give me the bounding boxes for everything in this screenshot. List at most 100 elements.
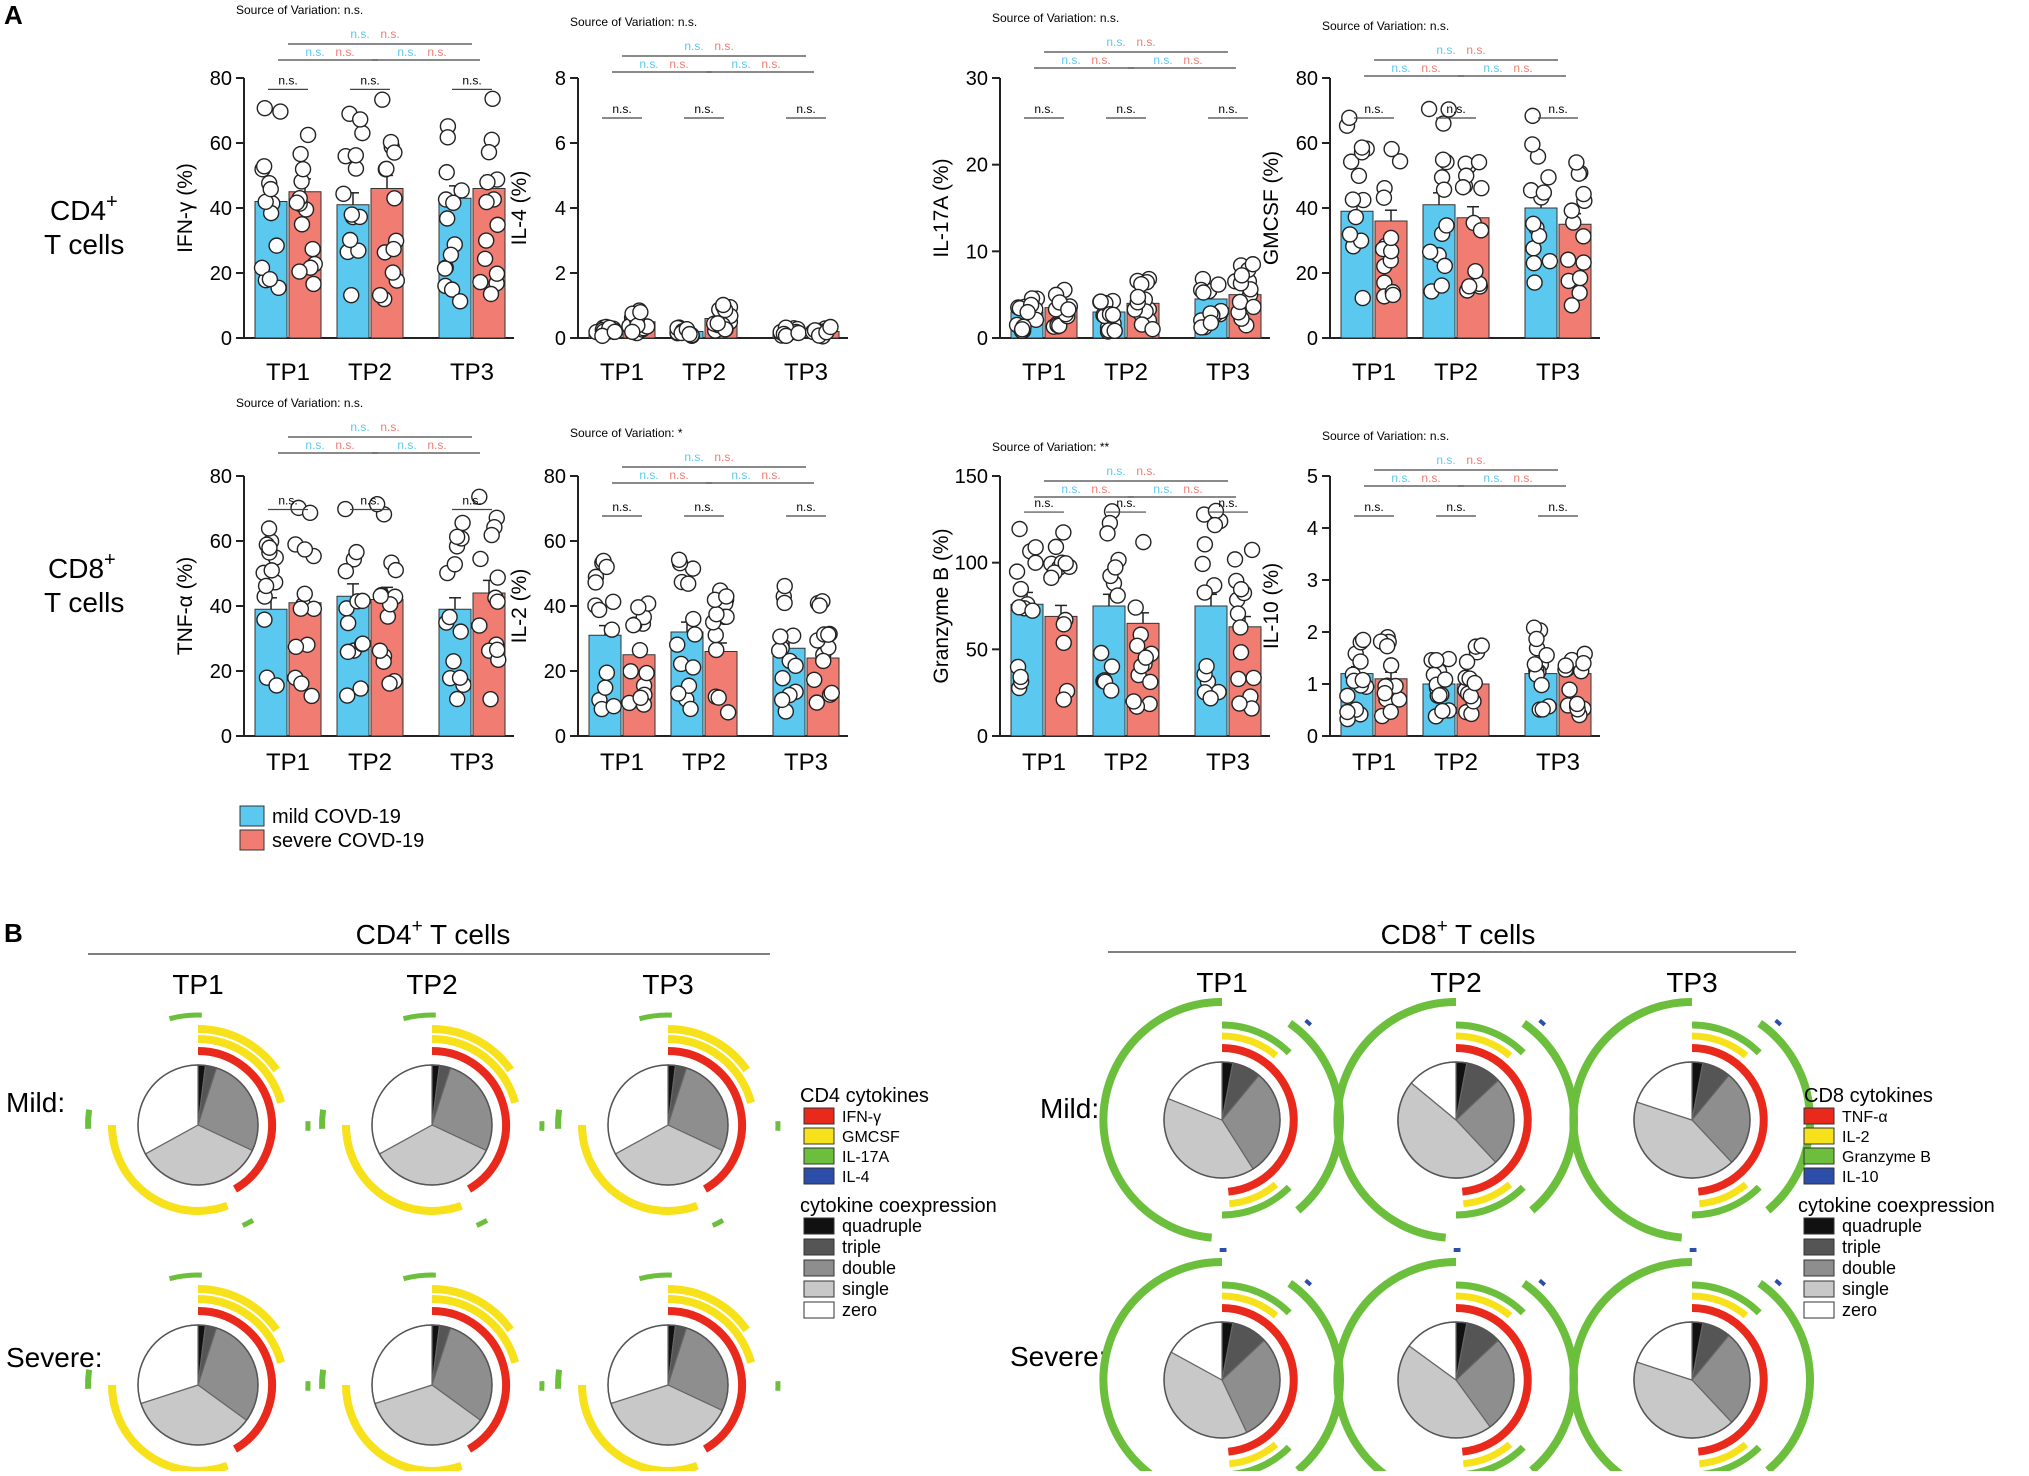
data-point	[336, 186, 351, 201]
data-point	[473, 275, 488, 290]
y-axis-label: IL-4 (%)	[508, 171, 531, 246]
data-point	[301, 127, 316, 142]
data-point	[1348, 210, 1363, 225]
cd8-legend-item-1: IL-2	[1842, 1129, 1870, 1146]
data-point	[775, 671, 790, 686]
y-tick-label: 4	[1307, 518, 1318, 540]
ns-label: n.s.	[1153, 53, 1172, 67]
row-label-cd8: CD8+ T cells	[44, 549, 124, 618]
ns-label: n.s.	[1034, 496, 1053, 510]
cd4-coexp-item-2: double	[842, 1258, 896, 1278]
data-point	[599, 559, 614, 574]
ns-label: n.s.	[380, 27, 399, 41]
svg-text:CD8+: CD8+	[48, 549, 116, 584]
data-point	[709, 642, 724, 657]
data-point	[1569, 155, 1584, 170]
data-point	[639, 666, 654, 681]
data-point	[633, 690, 648, 705]
data-point	[1196, 285, 1211, 300]
data-point	[1526, 216, 1541, 231]
cd8-legend: CD8 cytokines TNF-α IL-2 Granzyme B IL-1…	[1798, 1085, 1995, 1320]
data-point	[1136, 535, 1151, 550]
ns-label: n.s.	[612, 500, 631, 514]
data-point	[671, 686, 686, 701]
data-point	[1474, 181, 1489, 196]
data-point	[816, 653, 831, 668]
ns-label: n.s.	[380, 420, 399, 434]
data-point	[1438, 672, 1453, 687]
source-of-variation: Source of Variation: *	[570, 426, 683, 440]
data-point	[1472, 155, 1487, 170]
data-point	[341, 616, 356, 631]
data-point	[453, 624, 468, 639]
cd8-coexp-swatch-4	[1804, 1302, 1834, 1318]
data-point	[1104, 659, 1119, 674]
ns-label: n.s.	[1513, 471, 1532, 485]
data-point	[672, 552, 687, 567]
data-point	[257, 612, 272, 627]
data-point	[292, 264, 307, 279]
data-point	[355, 126, 370, 141]
pie-cd4-severe-tp2	[322, 1275, 542, 1471]
row-label-cd8-main: CD8	[48, 553, 104, 584]
x-tick-label: TP1	[1022, 749, 1066, 776]
data-point	[446, 195, 461, 210]
data-point	[1542, 254, 1557, 269]
ns-label: n.s.	[612, 102, 631, 116]
data-point	[490, 642, 505, 657]
pie-cd8-severe-tp1	[1103, 1262, 1340, 1471]
row-label-cd8-sup: +	[104, 549, 116, 571]
data-point	[1107, 323, 1122, 338]
cd4-legend-item-3: IL-4	[842, 1169, 870, 1186]
cd8-legend-swatch-2	[1804, 1148, 1834, 1164]
data-point	[711, 690, 726, 705]
y-axis-label: IL-2 (%)	[508, 569, 531, 644]
data-point	[1356, 632, 1371, 647]
data-point	[592, 602, 607, 617]
data-point	[1234, 268, 1249, 283]
data-point	[1195, 556, 1210, 571]
data-point	[372, 643, 387, 658]
data-point	[297, 586, 312, 601]
y-tick-label: 0	[1307, 328, 1318, 350]
cd8-legend-item-0: TNF-α	[1842, 1109, 1888, 1126]
y-axis-label: TNF-α (%)	[174, 557, 197, 655]
cytokine-arc	[558, 1370, 559, 1389]
cd8-legend-swatch-1	[1804, 1128, 1834, 1144]
x-tick-label: TP1	[1352, 749, 1396, 776]
y-tick-label: 60	[210, 133, 232, 155]
x-tick-label: TP3	[1206, 359, 1250, 386]
data-point	[1525, 137, 1540, 152]
x-tick-label: TP2	[348, 359, 392, 386]
data-point	[264, 563, 279, 578]
data-point	[355, 636, 370, 651]
cd4-legend-item-1: GMCSF	[842, 1129, 900, 1146]
data-point	[1199, 659, 1214, 674]
ns-label: n.s.	[1483, 471, 1502, 485]
data-point	[289, 195, 304, 210]
data-point	[588, 575, 603, 590]
data-point	[623, 664, 638, 679]
y-tick-label: 0	[977, 726, 988, 748]
data-point	[1386, 287, 1401, 302]
cd4-coexp-swatch-3	[804, 1281, 834, 1297]
cd4-mild-label: Mild:	[6, 1087, 65, 1118]
ns-label: n.s.	[427, 45, 446, 59]
data-point	[686, 660, 701, 675]
data-point	[791, 325, 806, 340]
cd8-legend-item-2: Granzyme B	[1842, 1149, 1931, 1166]
data-point	[490, 594, 505, 609]
ns-label: n.s.	[1513, 61, 1532, 75]
data-point	[259, 578, 274, 593]
y-tick-label: 40	[1296, 198, 1318, 220]
ns-label: n.s.	[639, 57, 658, 71]
cytokine-arc	[404, 1015, 436, 1019]
data-point	[295, 217, 310, 232]
data-point	[809, 695, 824, 710]
ns-label: n.s.	[397, 438, 416, 452]
pie-cd8-severe-tp3	[1573, 1262, 1810, 1471]
svg-text:CD4+: CD4+	[50, 191, 118, 226]
y-tick-label: 80	[210, 68, 232, 90]
